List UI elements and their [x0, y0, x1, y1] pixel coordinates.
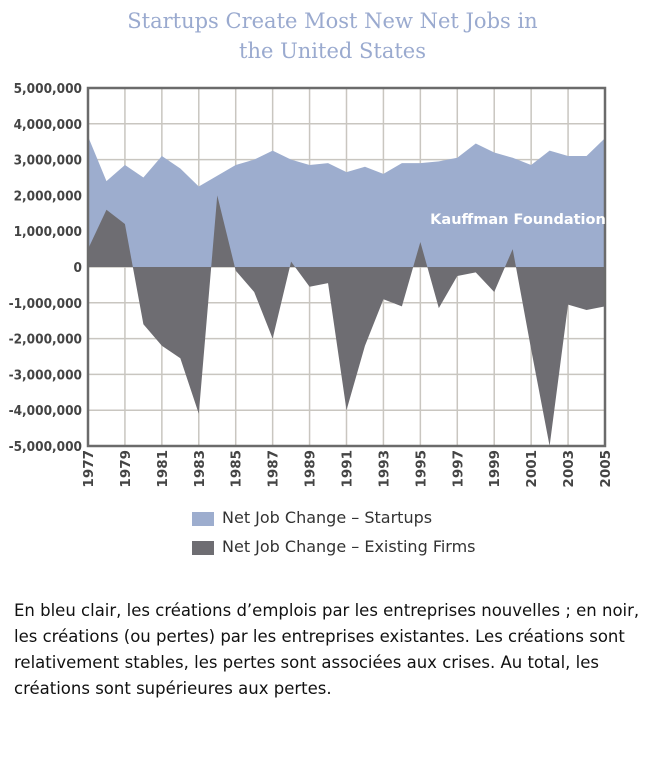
chart-title: Startups Create Most New Net Jobs in the… [0, 6, 665, 66]
x-tick-label: 1999 [487, 450, 503, 488]
x-tick-label: 1977 [81, 450, 97, 488]
legend-label: Net Job Change – Startups [222, 508, 433, 527]
legend-label: Net Job Change – Existing Firms [222, 537, 476, 556]
caption: En bleu clair, les créations d’emplois p… [14, 601, 640, 698]
x-tick-label: 1983 [192, 450, 208, 488]
y-tick-label: -4,000,000 [9, 403, 82, 419]
y-tick-label: -1,000,000 [9, 296, 82, 312]
x-tick-label: 1991 [340, 450, 356, 488]
legend-item-existing: Net Job Change – Existing Firms [192, 537, 476, 556]
y-tick-label: -5,000,000 [9, 439, 82, 455]
title-line-1: Startups Create Most New Net Jobs in [127, 9, 538, 33]
x-tick-label: 1979 [118, 450, 134, 488]
x-tick-label: 1985 [229, 450, 245, 488]
x-tick-label: 2003 [561, 450, 577, 488]
y-tick-label: 1,000,000 [14, 224, 82, 240]
y-tick-label: 3,000,000 [14, 153, 82, 169]
x-tick-label: 1995 [413, 450, 429, 488]
y-tick-label: 2,000,000 [14, 188, 82, 204]
y-tick-label: 5,000,000 [14, 81, 82, 97]
x-tick-label: 1997 [450, 450, 466, 488]
legend-swatch-existing [192, 540, 214, 555]
x-tick-label: 2001 [524, 450, 540, 488]
kauffman-annotation: Kauffman Foundation [430, 212, 606, 228]
legend-item-startups: Net Job Change – Startups [192, 508, 432, 527]
y-tick-label: 4,000,000 [14, 117, 82, 133]
area-chart: 5,000,000 4,000,000 3,000,000 2,000,000 1,00… [9, 81, 614, 488]
y-tick-label: 0 [74, 260, 82, 276]
x-tick-label: 2005 [598, 450, 614, 488]
plot-frame [86, 86, 607, 448]
x-tick-label: 1987 [266, 450, 282, 488]
x-tick-label: 1993 [376, 450, 392, 488]
x-tick-label: 1981 [155, 450, 171, 488]
title-line-2: the United States [239, 39, 426, 63]
x-tick-label: 1989 [303, 450, 319, 488]
y-tick-label: -2,000,000 [9, 332, 82, 348]
existing-firms-area [88, 195, 605, 446]
legend-swatch-startups [192, 511, 214, 526]
y-tick-label: -3,000,000 [9, 367, 82, 383]
